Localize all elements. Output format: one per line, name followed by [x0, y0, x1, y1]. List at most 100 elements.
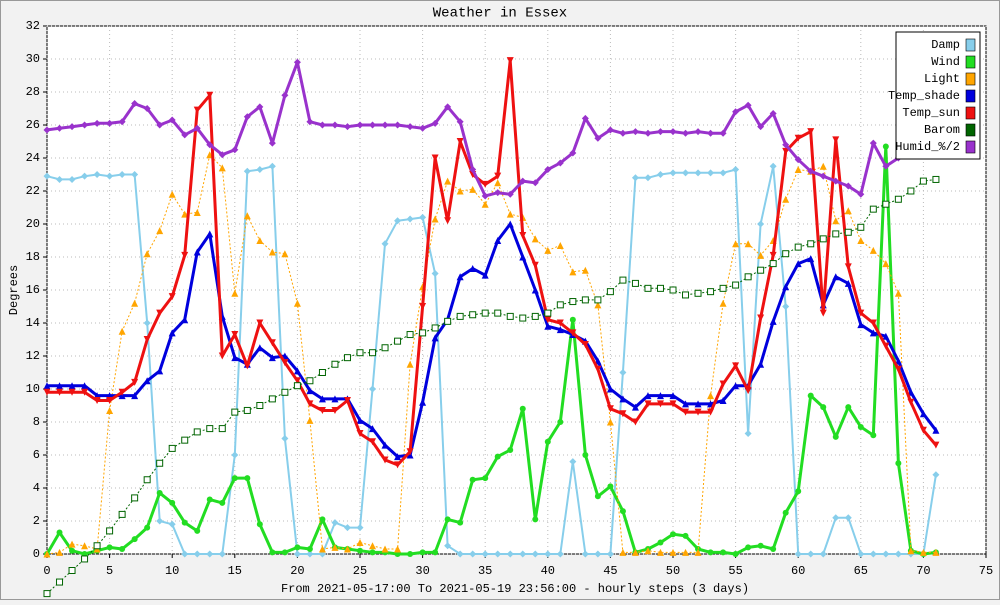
- point: [757, 251, 765, 259]
- point: [932, 441, 940, 449]
- point: [682, 548, 690, 556]
- point: [719, 380, 727, 388]
- point: [594, 550, 602, 558]
- point: [469, 185, 477, 193]
- point: [81, 542, 89, 550]
- point: [156, 367, 164, 375]
- point: [494, 179, 502, 187]
- point: [744, 101, 752, 109]
- point: [243, 167, 251, 175]
- point: [782, 250, 790, 258]
- x-tick-label: 65: [854, 564, 868, 578]
- point: [857, 190, 865, 198]
- point: [669, 128, 677, 136]
- point: [506, 57, 514, 65]
- point: [268, 139, 276, 147]
- point: [782, 303, 790, 310]
- legend-label: Damp: [931, 38, 960, 52]
- point: [895, 460, 902, 467]
- point: [544, 322, 552, 330]
- point: [644, 284, 652, 292]
- point: [732, 281, 740, 289]
- point: [469, 265, 477, 273]
- point: [556, 550, 564, 558]
- point: [757, 220, 765, 228]
- point: [369, 385, 377, 393]
- legend-label: Humid_%/2: [895, 140, 960, 154]
- point: [707, 169, 715, 177]
- point: [256, 237, 264, 244]
- point: [143, 250, 151, 258]
- point: [456, 187, 464, 195]
- point: [606, 288, 614, 296]
- point: [68, 567, 76, 574]
- point: [206, 91, 214, 99]
- point: [469, 550, 477, 558]
- point: [318, 406, 326, 414]
- point: [106, 119, 114, 127]
- point: [795, 488, 802, 495]
- point: [882, 143, 889, 150]
- point: [156, 309, 164, 317]
- point: [694, 408, 702, 416]
- point: [669, 286, 677, 294]
- point: [394, 337, 402, 345]
- point: [56, 382, 64, 390]
- point: [318, 369, 326, 376]
- point: [694, 289, 702, 297]
- point: [594, 301, 602, 309]
- point: [744, 240, 752, 248]
- point: [293, 367, 301, 375]
- point: [419, 213, 427, 221]
- point: [544, 316, 552, 324]
- point: [369, 121, 377, 129]
- legend-swatch: [965, 123, 976, 137]
- point: [894, 357, 902, 365]
- point: [907, 187, 915, 195]
- point: [219, 499, 226, 506]
- point: [481, 271, 489, 279]
- point: [606, 418, 614, 426]
- series-line: [47, 222, 938, 459]
- point: [131, 392, 139, 400]
- point: [394, 461, 402, 469]
- point: [243, 406, 251, 414]
- point: [744, 430, 752, 438]
- point: [707, 408, 715, 416]
- point: [331, 519, 339, 527]
- point: [357, 547, 363, 554]
- point: [193, 550, 201, 558]
- point: [131, 299, 139, 307]
- point: [181, 210, 189, 218]
- point: [882, 260, 890, 268]
- point: [181, 251, 189, 259]
- point: [381, 456, 389, 464]
- point: [319, 516, 326, 523]
- point: [770, 546, 777, 553]
- point: [882, 162, 890, 170]
- point: [381, 240, 389, 248]
- point: [168, 444, 176, 452]
- point: [807, 392, 814, 399]
- point: [343, 524, 351, 532]
- point: [218, 164, 226, 172]
- point: [844, 514, 852, 522]
- point: [106, 527, 114, 535]
- point: [394, 121, 402, 129]
- point: [732, 551, 739, 557]
- point: [569, 316, 576, 323]
- point: [644, 392, 652, 400]
- point: [744, 273, 752, 281]
- x-tick-label: 15: [228, 564, 242, 578]
- point: [419, 124, 427, 132]
- point: [682, 129, 690, 137]
- point: [682, 169, 690, 177]
- point: [682, 400, 690, 408]
- point: [594, 493, 601, 500]
- point: [794, 260, 802, 268]
- point: [369, 349, 377, 357]
- point: [832, 136, 840, 144]
- point: [870, 432, 877, 439]
- point: [631, 174, 639, 182]
